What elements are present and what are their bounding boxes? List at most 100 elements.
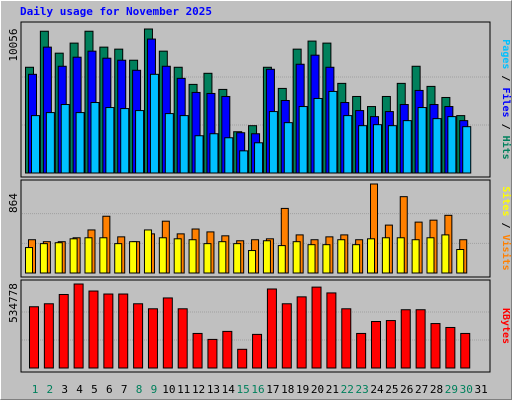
bar bbox=[105, 107, 115, 174]
x-tick-label: 17 bbox=[266, 383, 279, 396]
x-tick-label: 19 bbox=[296, 383, 309, 396]
bar bbox=[99, 237, 108, 274]
x-tick-label: 4 bbox=[76, 383, 83, 396]
x-tick-label: 15 bbox=[237, 383, 250, 396]
x-tick-label: 21 bbox=[326, 383, 339, 396]
bar bbox=[417, 107, 427, 174]
bar bbox=[337, 239, 346, 274]
bar bbox=[43, 303, 54, 369]
x-tick-label: 26 bbox=[400, 383, 413, 396]
bar bbox=[69, 238, 78, 274]
bar bbox=[266, 288, 277, 369]
bar bbox=[224, 137, 234, 174]
bar bbox=[358, 125, 368, 174]
bar bbox=[162, 297, 173, 369]
x-tick-label: 8 bbox=[136, 383, 143, 396]
bar bbox=[307, 244, 316, 274]
bar bbox=[262, 240, 271, 274]
bar bbox=[164, 113, 174, 174]
bar bbox=[396, 237, 405, 274]
bar bbox=[326, 292, 337, 369]
x-tick-label: 1 bbox=[32, 383, 39, 396]
x-tick-label: 24 bbox=[370, 383, 384, 396]
bar bbox=[268, 111, 278, 174]
bar bbox=[118, 293, 129, 369]
bar bbox=[445, 326, 456, 369]
bar bbox=[385, 320, 396, 369]
bar bbox=[203, 243, 212, 274]
x-tick-label: 2 bbox=[47, 383, 54, 396]
bar bbox=[194, 135, 204, 174]
x-tick-label: 30 bbox=[460, 383, 473, 396]
bar bbox=[283, 122, 293, 174]
bar bbox=[400, 309, 411, 369]
bar bbox=[367, 238, 376, 274]
bar bbox=[177, 308, 188, 369]
x-tick-label: 28 bbox=[430, 383, 443, 396]
bar bbox=[192, 332, 203, 369]
bar bbox=[341, 308, 352, 369]
bar bbox=[222, 330, 233, 369]
x-tick-label: 3 bbox=[61, 383, 68, 396]
legend-entry: Sites bbox=[500, 186, 512, 216]
bar bbox=[45, 112, 55, 174]
legend-entry: Hits bbox=[500, 136, 512, 160]
bar bbox=[447, 116, 457, 174]
bar bbox=[381, 237, 390, 274]
bar bbox=[233, 243, 242, 274]
bar bbox=[252, 333, 263, 369]
bar bbox=[173, 238, 182, 274]
legend-separator: / bbox=[500, 216, 511, 234]
bar bbox=[218, 241, 227, 274]
chart-title: Daily usage for November 2025 bbox=[20, 5, 212, 18]
bar bbox=[237, 348, 248, 369]
bar bbox=[149, 73, 159, 174]
x-tick-label: 23 bbox=[356, 383, 369, 396]
bar bbox=[298, 106, 308, 174]
bar bbox=[90, 102, 100, 174]
bar bbox=[129, 241, 138, 274]
bar bbox=[432, 118, 442, 174]
x-tick-label: 12 bbox=[192, 383, 205, 396]
bar bbox=[352, 244, 361, 274]
x-tick-label: 14 bbox=[222, 383, 236, 396]
bar bbox=[120, 108, 130, 174]
bar bbox=[343, 115, 353, 174]
x-tick-label: 22 bbox=[341, 383, 354, 396]
bar bbox=[313, 97, 323, 174]
x-tick-label: 25 bbox=[385, 383, 398, 396]
bar bbox=[54, 242, 63, 274]
bar bbox=[133, 303, 144, 369]
legend-separator: / bbox=[500, 118, 511, 136]
legend-entry: Visits bbox=[500, 235, 512, 271]
x-tick-label: 16 bbox=[251, 383, 264, 396]
legend: Pages / Files / Hits bbox=[500, 39, 512, 159]
x-tick-label: 27 bbox=[415, 383, 428, 396]
x-tick-label: 5 bbox=[91, 383, 98, 396]
bar bbox=[373, 124, 383, 174]
bar bbox=[103, 293, 114, 369]
x-tick-label: 29 bbox=[445, 383, 458, 396]
x-tick-label: 31 bbox=[474, 383, 487, 396]
bar bbox=[254, 142, 264, 174]
legend-entry: Pages bbox=[500, 39, 511, 69]
x-tick-label: 11 bbox=[177, 383, 190, 396]
bar bbox=[158, 237, 167, 274]
bar bbox=[460, 332, 471, 369]
bar bbox=[277, 245, 286, 274]
bar bbox=[456, 249, 465, 274]
bar bbox=[296, 296, 307, 369]
bar bbox=[25, 247, 33, 274]
bar bbox=[179, 115, 189, 174]
y-tick-label: 864 bbox=[7, 193, 20, 213]
bar bbox=[31, 115, 40, 174]
bar bbox=[209, 133, 219, 174]
x-tick-label: 20 bbox=[311, 383, 324, 396]
bar bbox=[441, 234, 450, 274]
legend-entry: Files bbox=[500, 87, 512, 117]
bar bbox=[114, 243, 123, 274]
y-tick-label: 10056 bbox=[7, 28, 20, 61]
bar bbox=[322, 244, 331, 274]
